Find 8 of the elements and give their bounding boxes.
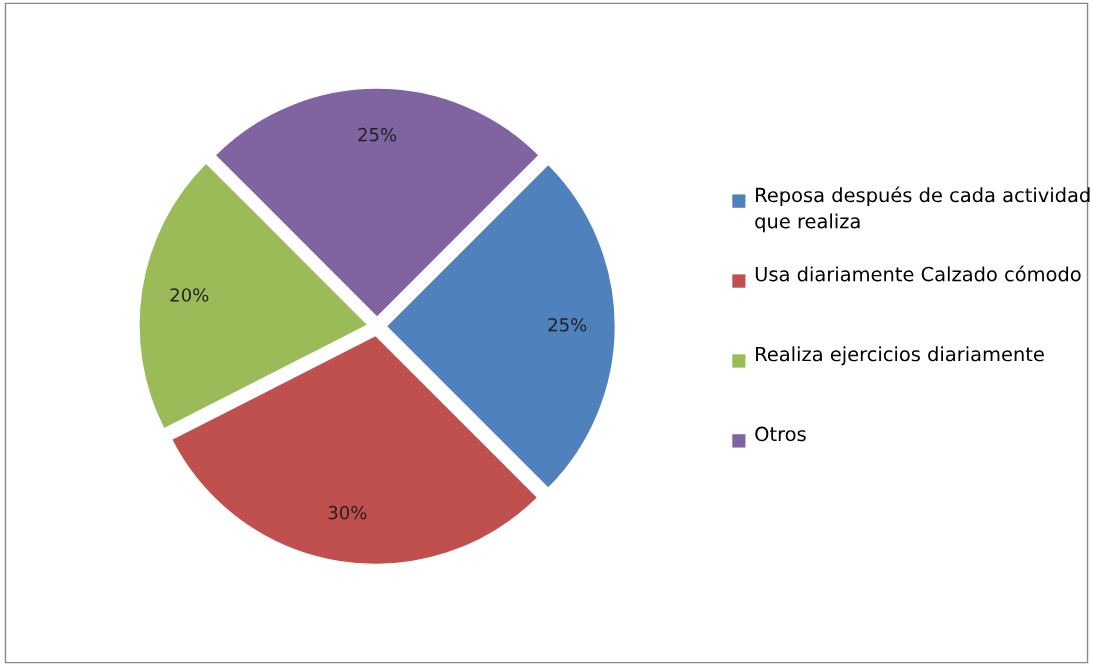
data-label: 30%	[328, 505, 367, 520]
legend-label: Reposa después de cada actividad que realiza	[755, 186, 1090, 233]
legend-label: Realiza ejercicios diariamente	[756, 346, 1044, 366]
legend-label: Usa diariamente Calzado cómodo	[755, 265, 1081, 282]
legend-label: Otros	[755, 426, 806, 442]
data-label: 20%	[170, 288, 209, 302]
data-label: 25%	[358, 127, 397, 142]
data-label: 25%	[548, 317, 587, 332]
